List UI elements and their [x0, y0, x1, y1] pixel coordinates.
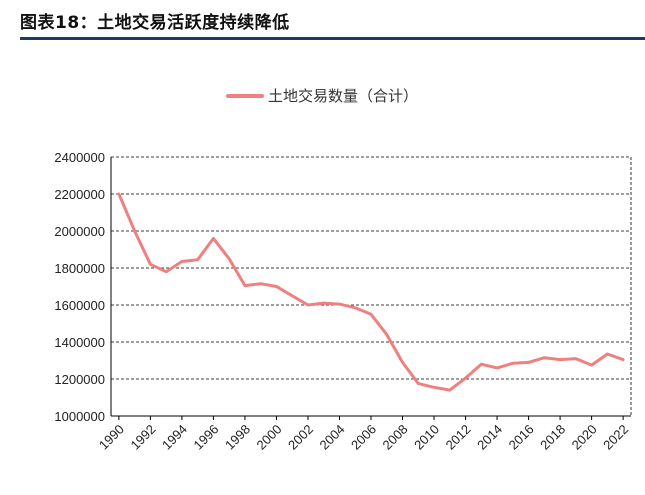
- x-tick-label: 2008: [380, 422, 411, 453]
- x-tick-label: 1996: [190, 422, 221, 453]
- x-tick-label: 2010: [411, 422, 442, 453]
- figure-title: 图表18：土地交易活跃度持续降低: [20, 13, 290, 33]
- x-tick-label: 2006: [348, 422, 379, 453]
- x-tick-label: 2020: [569, 422, 600, 453]
- plot-frame: [110, 157, 632, 417]
- y-tick-label: 1800000: [54, 261, 105, 276]
- y-tick-label: 1200000: [54, 372, 105, 387]
- x-tick-label: 2000: [254, 422, 285, 453]
- x-tick-label: 2022: [600, 422, 631, 453]
- x-tick-label: 1990: [96, 422, 127, 453]
- x-tick-label: 2002: [285, 422, 316, 453]
- x-tick-label: 2004: [317, 422, 348, 453]
- title-rule: [20, 37, 645, 40]
- x-tick-label: 2018: [537, 422, 568, 453]
- legend-label: 土地交易数量（合计）: [268, 87, 418, 105]
- y-tick-label: 1400000: [54, 335, 105, 350]
- x-tick-label: 1998: [222, 422, 253, 453]
- series-line: [117, 192, 625, 392]
- x-tick-label: 2016: [506, 422, 537, 453]
- y-tick-label: 2000000: [54, 224, 105, 239]
- y-tick-label: 1000000: [54, 409, 105, 424]
- x-tick-label: 2014: [474, 422, 505, 453]
- x-axis-ticks: 1990 1992 1994 1996 1998 2000 2002 2004 2006 2008…: [96, 416, 631, 453]
- legend: 土地交易数量（合计）: [226, 87, 418, 105]
- x-tick-label: 2012: [443, 422, 474, 453]
- x-tick-label: 1994: [159, 422, 190, 453]
- series-layer: [117, 192, 625, 392]
- grid-lines: [111, 156, 631, 380]
- x-tick-label: 1992: [127, 422, 158, 453]
- y-tick-label: 1600000: [54, 298, 105, 313]
- y-tick-label: 2400000: [54, 150, 105, 165]
- y-tick-label: 2200000: [54, 187, 105, 202]
- y-axis-ticks: 1000000 1200000 1400000 1600000 1800000 20000…: [54, 150, 105, 424]
